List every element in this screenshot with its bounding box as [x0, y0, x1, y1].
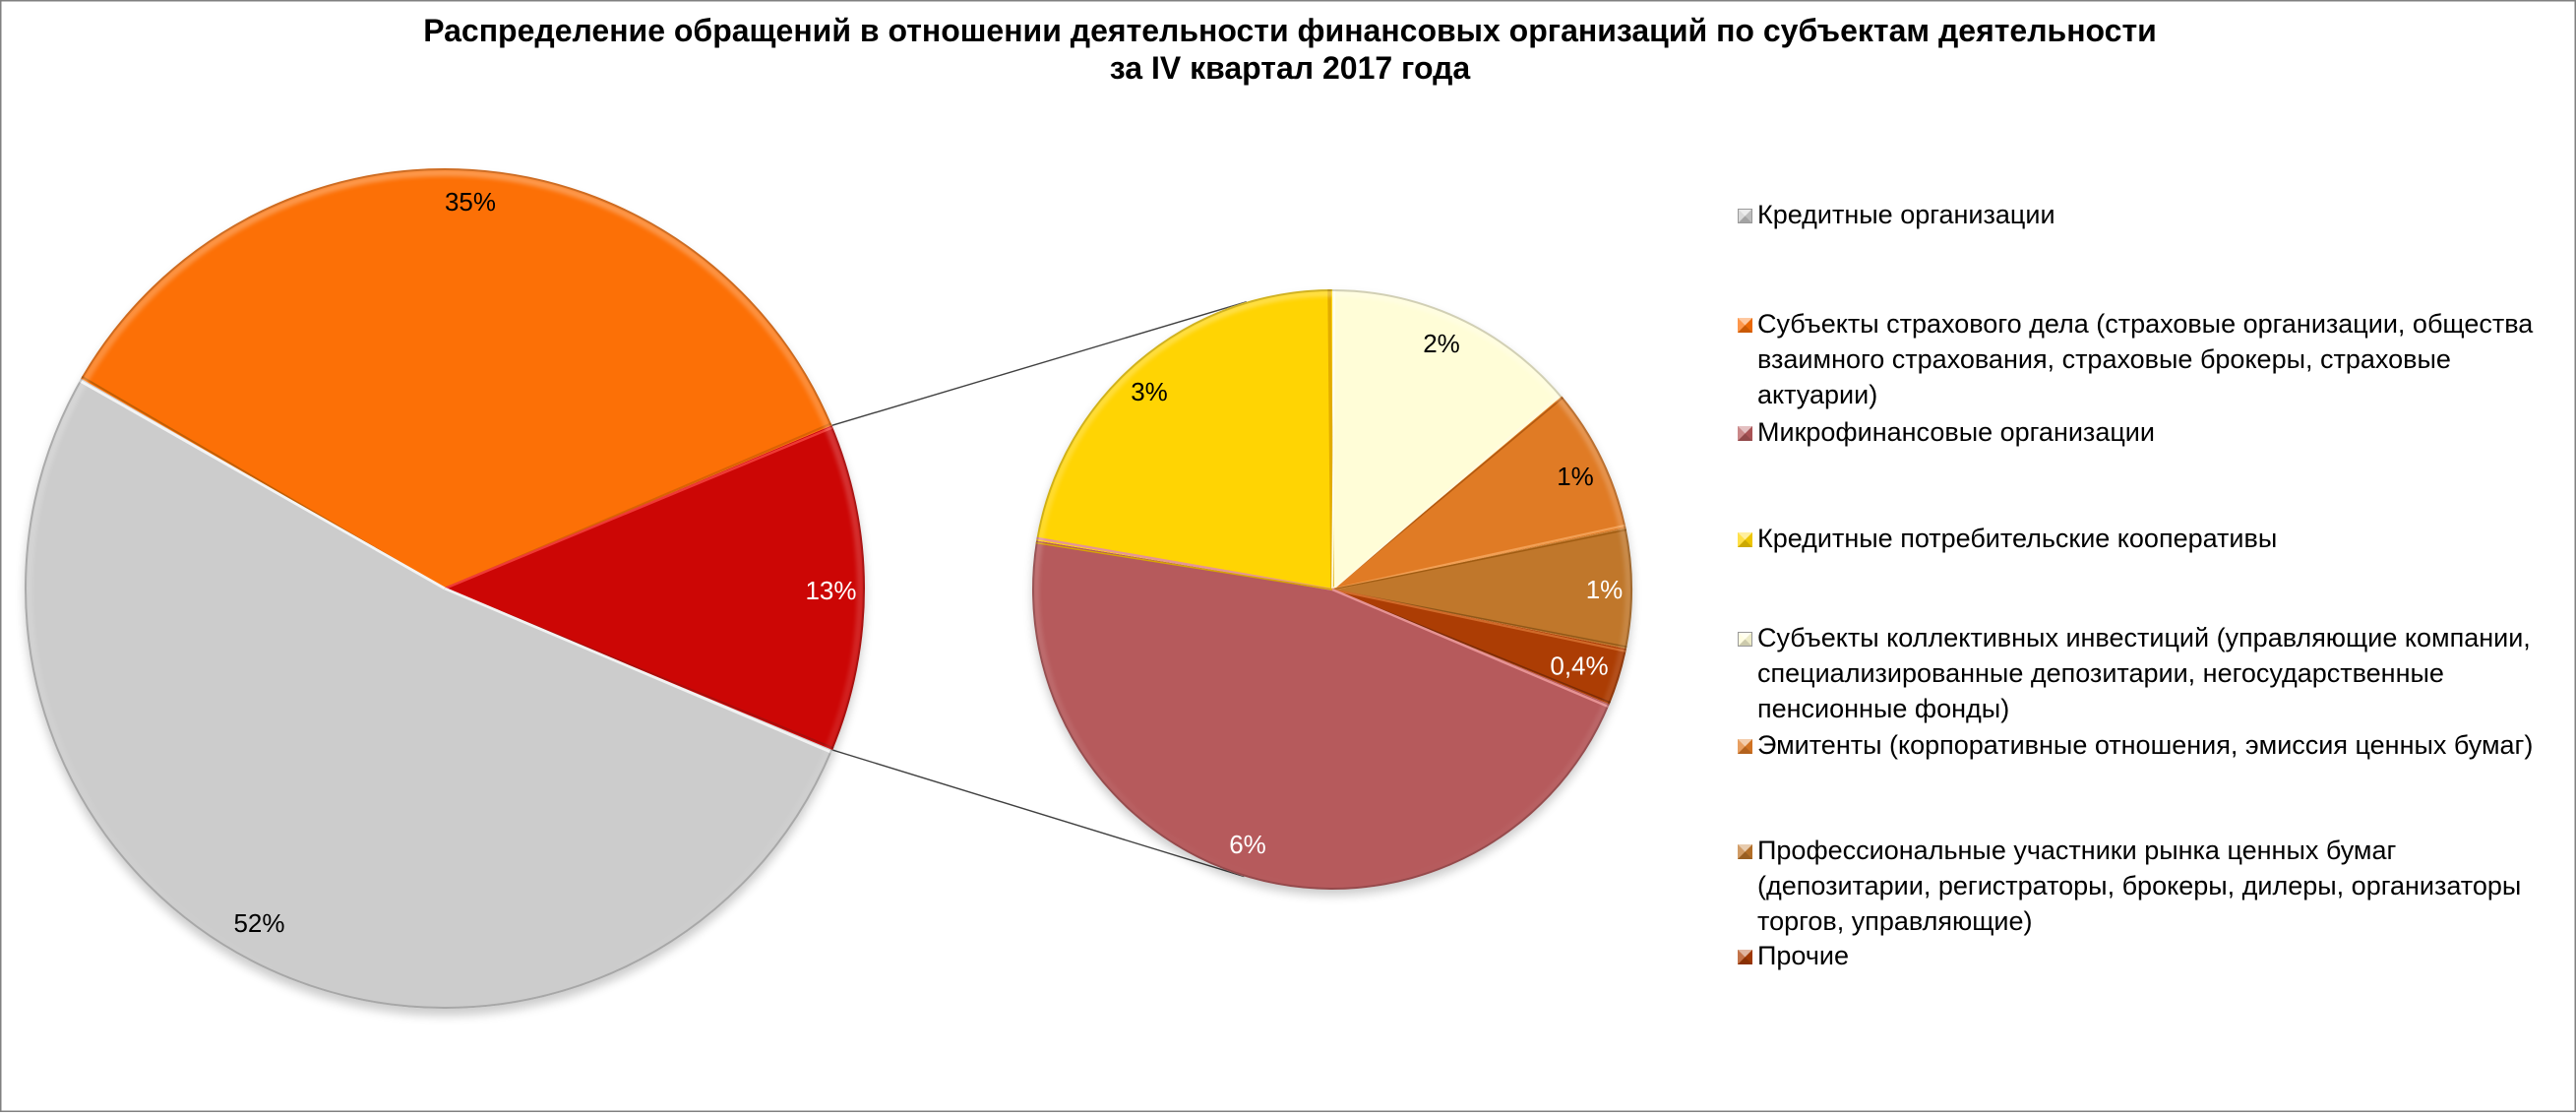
svg-text:специализированные депозитарии: специализированные депозитарии, негосуда… — [1757, 658, 2444, 688]
svg-text:(депозитарии, регистраторы, бр: (депозитарии, регистраторы, брокеры, дил… — [1757, 871, 2521, 900]
svg-text:за IV квартал 2017 года: за IV квартал 2017 года — [1110, 50, 1471, 86]
svg-text:актуарии): актуарии) — [1757, 380, 1877, 409]
svg-text:52%: 52% — [233, 908, 284, 938]
svg-text:35%: 35% — [445, 187, 496, 217]
svg-text:Профессиональные участники рын: Профессиональные участники рынка ценных … — [1757, 836, 2396, 865]
svg-text:1%: 1% — [1557, 462, 1594, 491]
svg-text:торгов, управляющие): торгов, управляющие) — [1757, 906, 2033, 936]
svg-text:0,4%: 0,4% — [1550, 652, 1608, 681]
svg-text:2%: 2% — [1423, 329, 1460, 358]
svg-text:Эмитенты (корпоративные отноше: Эмитенты (корпоративные отношения, эмисс… — [1757, 730, 2533, 760]
svg-text:13%: 13% — [805, 576, 856, 605]
svg-text:3%: 3% — [1131, 377, 1168, 406]
svg-text:Кредитные организации: Кредитные организации — [1757, 200, 2055, 229]
svg-text:Субъекты страхового дела (стра: Субъекты страхового дела (страховые орга… — [1757, 309, 2534, 339]
svg-text:Субъекты коллективных инвестиц: Субъекты коллективных инвестиций (управл… — [1757, 623, 2531, 652]
svg-text:Микрофинансовые организации: Микрофинансовые организации — [1757, 417, 2155, 447]
svg-text:Прочие: Прочие — [1757, 941, 1849, 970]
svg-text:Распределение обращений в отно: Распределение обращений в отношении деят… — [423, 13, 2157, 48]
svg-text:1%: 1% — [1586, 575, 1624, 604]
svg-text:пенсионные фонды): пенсионные фонды) — [1757, 694, 2009, 723]
svg-text:Кредитные потребительские кооп: Кредитные потребительские кооперативы — [1757, 524, 2277, 553]
svg-text:6%: 6% — [1229, 830, 1266, 859]
svg-text:взаимного страхования, страхов: взаимного страхования, страховые брокеры… — [1757, 344, 2451, 374]
